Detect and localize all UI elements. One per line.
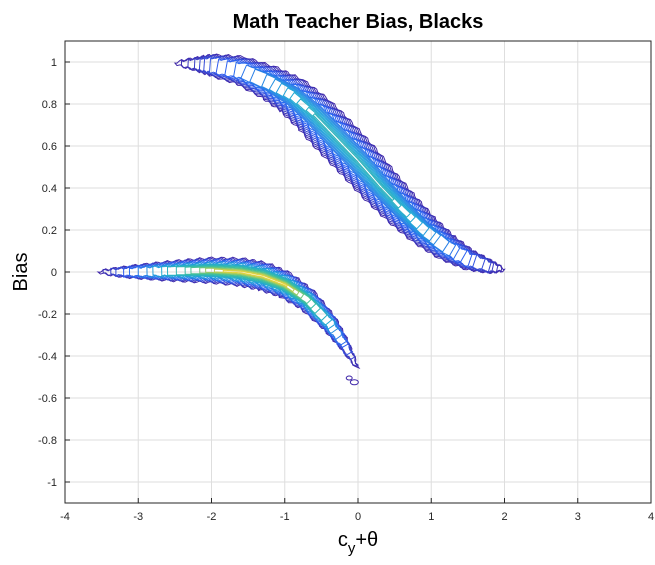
x-axis-label-suffix: +θ	[355, 529, 378, 551]
lower-contour-line	[115, 258, 354, 356]
lower-contour-line	[152, 262, 335, 331]
x-tick-labels: -4 -3 -2 -1 0 1 2 3 4	[60, 498, 654, 523]
y-tick-label: 0.6	[42, 141, 57, 153]
x-axis-label-subscript: y	[348, 540, 356, 557]
upper-contour-line	[268, 78, 437, 242]
y-axis-label: Bias	[10, 253, 32, 292]
contour-lines	[96, 53, 506, 386]
x-tick-label: 0	[355, 511, 361, 523]
upper-contour-line	[305, 106, 402, 209]
y-tick-label: -0.8	[38, 435, 57, 447]
lower-contour-line	[166, 264, 328, 322]
y-tick-label: -0.4	[38, 351, 57, 363]
lower-contour-line	[205, 267, 300, 296]
y-tick-label: -0.2	[38, 309, 57, 321]
y-tick-label: -1	[47, 477, 57, 489]
contour-blob	[349, 379, 359, 386]
lower-contour-line	[213, 268, 295, 293]
x-tick-label: -2	[207, 511, 217, 523]
y-tick-label: -0.6	[38, 393, 57, 405]
upper-contour-line	[224, 60, 468, 263]
lower-contour-line	[175, 265, 322, 315]
y-tick-label: 0.2	[42, 225, 57, 237]
x-tick-label: 3	[575, 511, 581, 523]
upper-contour-line	[312, 112, 395, 202]
y-tick-label: 0	[51, 267, 57, 279]
y-tick-labels: -1 -0.8 -0.6 -0.4 -0.2 0 0.2 0.4 0.6 0.8 1	[38, 57, 70, 489]
upper-contour-line	[193, 55, 495, 274]
upper-contour-line	[240, 64, 457, 257]
upper-contour-line	[180, 54, 503, 274]
contour-blob	[345, 375, 353, 381]
upper-contour-line	[282, 87, 424, 230]
lower-contour-line	[190, 266, 312, 305]
lower-contour-line	[161, 263, 333, 326]
upper-contour-line	[208, 56, 478, 268]
chart-title: Math Teacher Bias, Blacks	[233, 11, 484, 33]
y-tick-label: 0.8	[42, 99, 57, 111]
y-tick-label: 0.4	[42, 183, 57, 195]
upper-contour-line	[249, 68, 450, 253]
upper-contour-line	[289, 91, 416, 223]
lower-contour-line	[199, 267, 305, 300]
upper-contour-line	[295, 98, 412, 218]
x-axis-label: cy+θ	[338, 529, 378, 557]
x-axis-label-main: c	[338, 529, 348, 551]
lower-contour-line	[222, 269, 288, 288]
x-tick-label: 2	[501, 511, 507, 523]
x-tick-label: -1	[280, 511, 290, 523]
x-tick-label: 4	[648, 511, 654, 523]
x-tick-label: 1	[428, 511, 434, 523]
upper-contour-line	[275, 82, 430, 237]
y-tick-label: 1	[51, 57, 57, 69]
upper-contour-line	[261, 73, 442, 246]
lower-contour-line	[184, 265, 317, 310]
x-tick-label: -3	[133, 511, 143, 523]
x-tick-label: -4	[60, 511, 70, 523]
